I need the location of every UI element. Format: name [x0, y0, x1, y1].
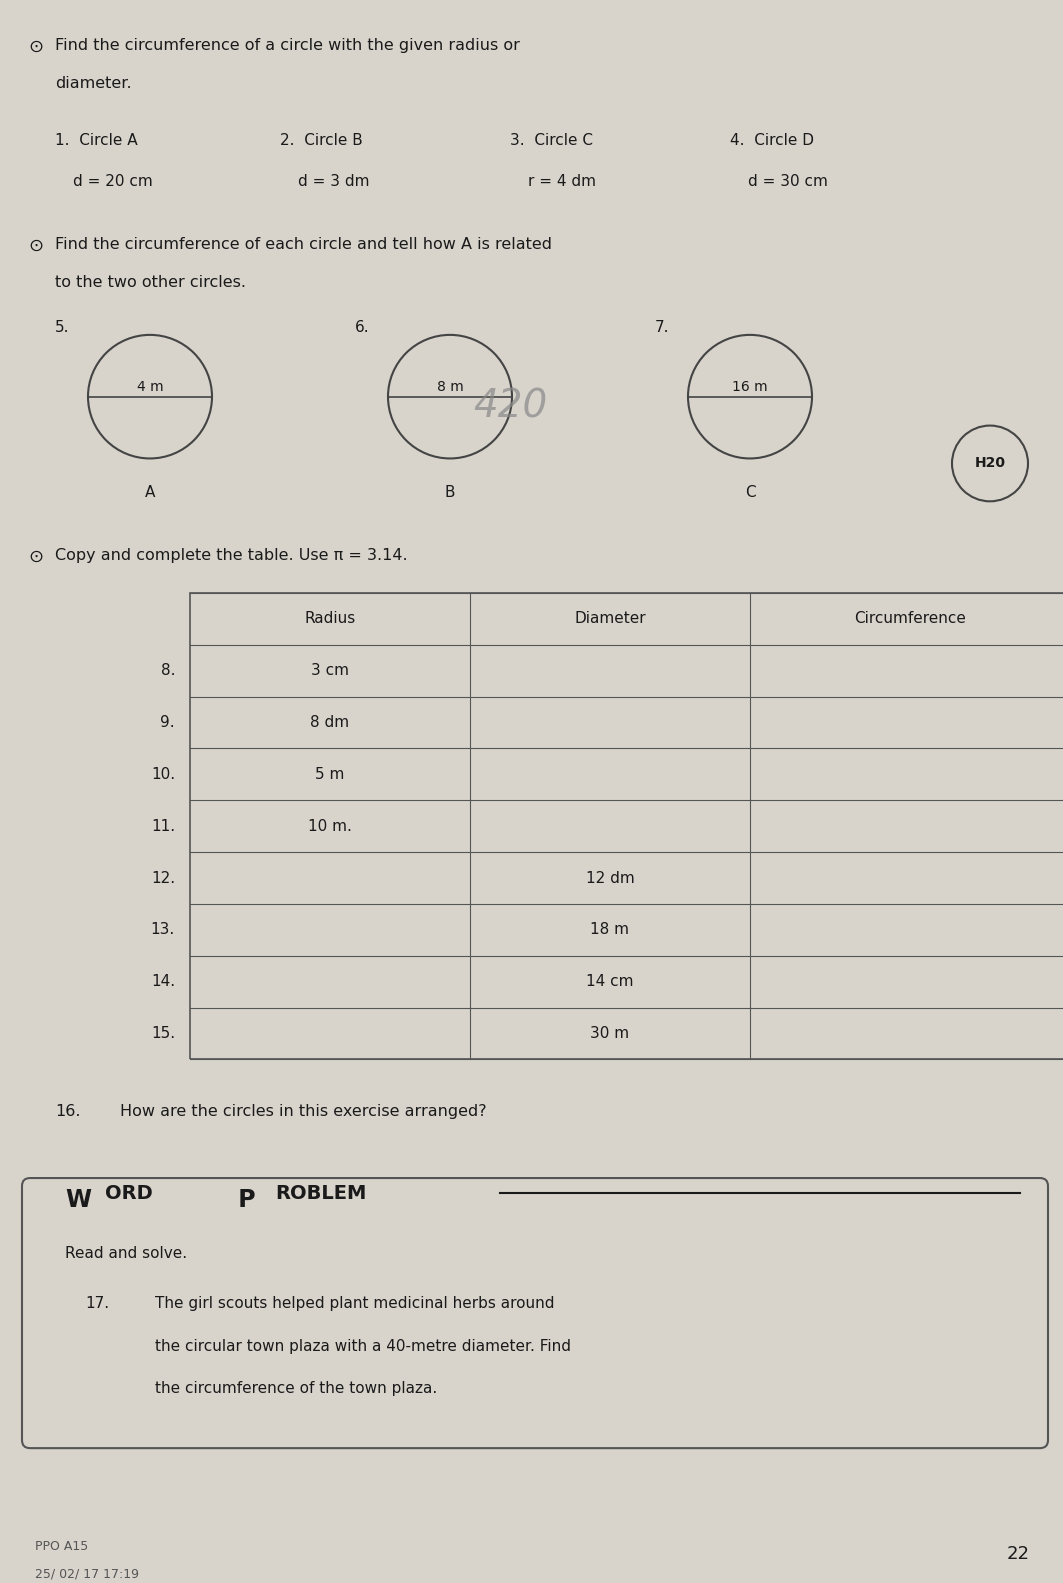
- Text: Diameter: Diameter: [574, 611, 646, 627]
- Text: 30 m: 30 m: [590, 1026, 629, 1042]
- Text: 25/ 02/ 17 17:19: 25/ 02/ 17 17:19: [35, 1567, 139, 1581]
- Text: 22: 22: [1007, 1545, 1030, 1562]
- Text: 14.: 14.: [151, 974, 175, 989]
- Text: diameter.: diameter.: [55, 76, 132, 90]
- Text: ⊙: ⊙: [28, 237, 44, 255]
- Text: d = 30 cm: d = 30 cm: [748, 174, 828, 190]
- Text: 8.: 8.: [161, 663, 175, 678]
- Text: the circular town plaza with a 40-metre diameter. Find: the circular town plaza with a 40-metre …: [155, 1339, 571, 1353]
- Text: ⊙: ⊙: [28, 38, 44, 55]
- Text: PPO A15: PPO A15: [35, 1540, 88, 1553]
- Text: 14 cm: 14 cm: [587, 974, 634, 989]
- Text: 4 m: 4 m: [137, 380, 164, 394]
- Text: B: B: [444, 486, 455, 500]
- Text: 9.: 9.: [161, 716, 175, 730]
- Text: Read and solve.: Read and solve.: [65, 1246, 187, 1260]
- Text: How are the circles in this exercise arranged?: How are the circles in this exercise arr…: [120, 1105, 487, 1119]
- Text: Find the circumference of each circle and tell how A is related: Find the circumference of each circle an…: [55, 237, 552, 252]
- Text: 3 cm: 3 cm: [311, 663, 349, 678]
- Text: 8 dm: 8 dm: [310, 716, 350, 730]
- Text: 16.: 16.: [55, 1105, 81, 1119]
- Text: C: C: [745, 486, 756, 500]
- Text: 5 m: 5 m: [316, 766, 344, 782]
- Text: the circumference of the town plaza.: the circumference of the town plaza.: [155, 1382, 437, 1396]
- Text: P: P: [230, 1187, 255, 1213]
- Text: 16 m: 16 m: [732, 380, 767, 394]
- Text: H20: H20: [975, 456, 1006, 470]
- Text: 4.  Circle D: 4. Circle D: [730, 133, 814, 147]
- Text: A: A: [145, 486, 155, 500]
- Text: ORD: ORD: [105, 1184, 153, 1203]
- Text: 5.: 5.: [55, 320, 69, 336]
- Text: The girl scouts helped plant medicinal herbs around: The girl scouts helped plant medicinal h…: [155, 1295, 555, 1311]
- Text: 10.: 10.: [151, 766, 175, 782]
- Text: Radius: Radius: [304, 611, 356, 627]
- Text: 17.: 17.: [85, 1295, 109, 1311]
- Text: d = 3 dm: d = 3 dm: [298, 174, 370, 190]
- Text: 12 dm: 12 dm: [586, 871, 635, 885]
- Text: 10 m.: 10 m.: [308, 818, 352, 834]
- Text: W: W: [65, 1187, 91, 1213]
- Text: ⊙: ⊙: [28, 548, 44, 567]
- Text: r = 4 dm: r = 4 dm: [528, 174, 596, 190]
- Text: 7.: 7.: [655, 320, 670, 336]
- Text: d = 20 cm: d = 20 cm: [73, 174, 153, 190]
- Text: 18 m: 18 m: [591, 923, 629, 937]
- Text: 6.: 6.: [355, 320, 370, 336]
- Text: Copy and complete the table. Use π = 3.14.: Copy and complete the table. Use π = 3.1…: [55, 548, 407, 564]
- Text: 3.  Circle C: 3. Circle C: [510, 133, 593, 147]
- Text: 15.: 15.: [151, 1026, 175, 1042]
- Text: 2.  Circle B: 2. Circle B: [280, 133, 362, 147]
- Text: to the two other circles.: to the two other circles.: [55, 275, 246, 290]
- Text: 11.: 11.: [151, 818, 175, 834]
- Text: ROBLEM: ROBLEM: [275, 1184, 367, 1203]
- Text: 13.: 13.: [151, 923, 175, 937]
- Text: 1.  Circle A: 1. Circle A: [55, 133, 137, 147]
- Text: Circumference: Circumference: [854, 611, 966, 627]
- Text: 8 m: 8 m: [437, 380, 463, 394]
- Text: 12.: 12.: [151, 871, 175, 885]
- Text: 420: 420: [473, 388, 547, 426]
- Text: Find the circumference of a circle with the given radius or: Find the circumference of a circle with …: [55, 38, 520, 52]
- Bar: [190, 594, 1063, 1059]
